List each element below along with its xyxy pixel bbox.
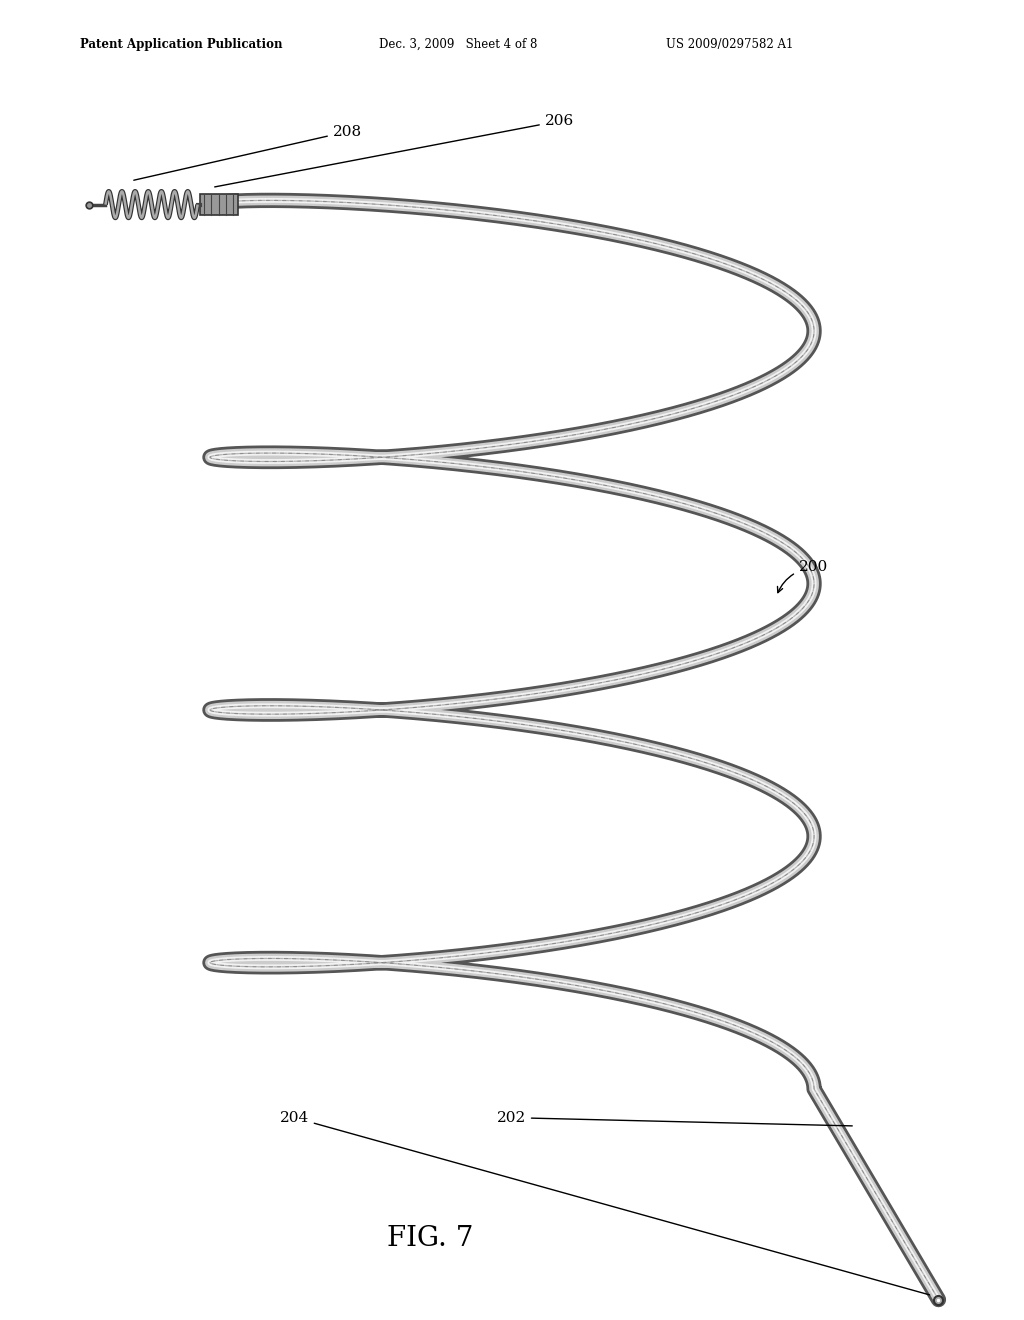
Text: US 2009/0297582 A1: US 2009/0297582 A1 bbox=[666, 37, 793, 50]
Text: FIG. 7: FIG. 7 bbox=[387, 1225, 473, 1251]
Text: 208: 208 bbox=[134, 124, 361, 181]
Text: 202: 202 bbox=[497, 1110, 852, 1126]
Text: 200: 200 bbox=[777, 560, 828, 593]
Text: Patent Application Publication: Patent Application Publication bbox=[80, 37, 283, 50]
Text: Dec. 3, 2009   Sheet 4 of 8: Dec. 3, 2009 Sheet 4 of 8 bbox=[379, 37, 538, 50]
Text: 204: 204 bbox=[280, 1110, 930, 1295]
Bar bbox=[200, 194, 238, 215]
Text: 206: 206 bbox=[215, 114, 574, 187]
